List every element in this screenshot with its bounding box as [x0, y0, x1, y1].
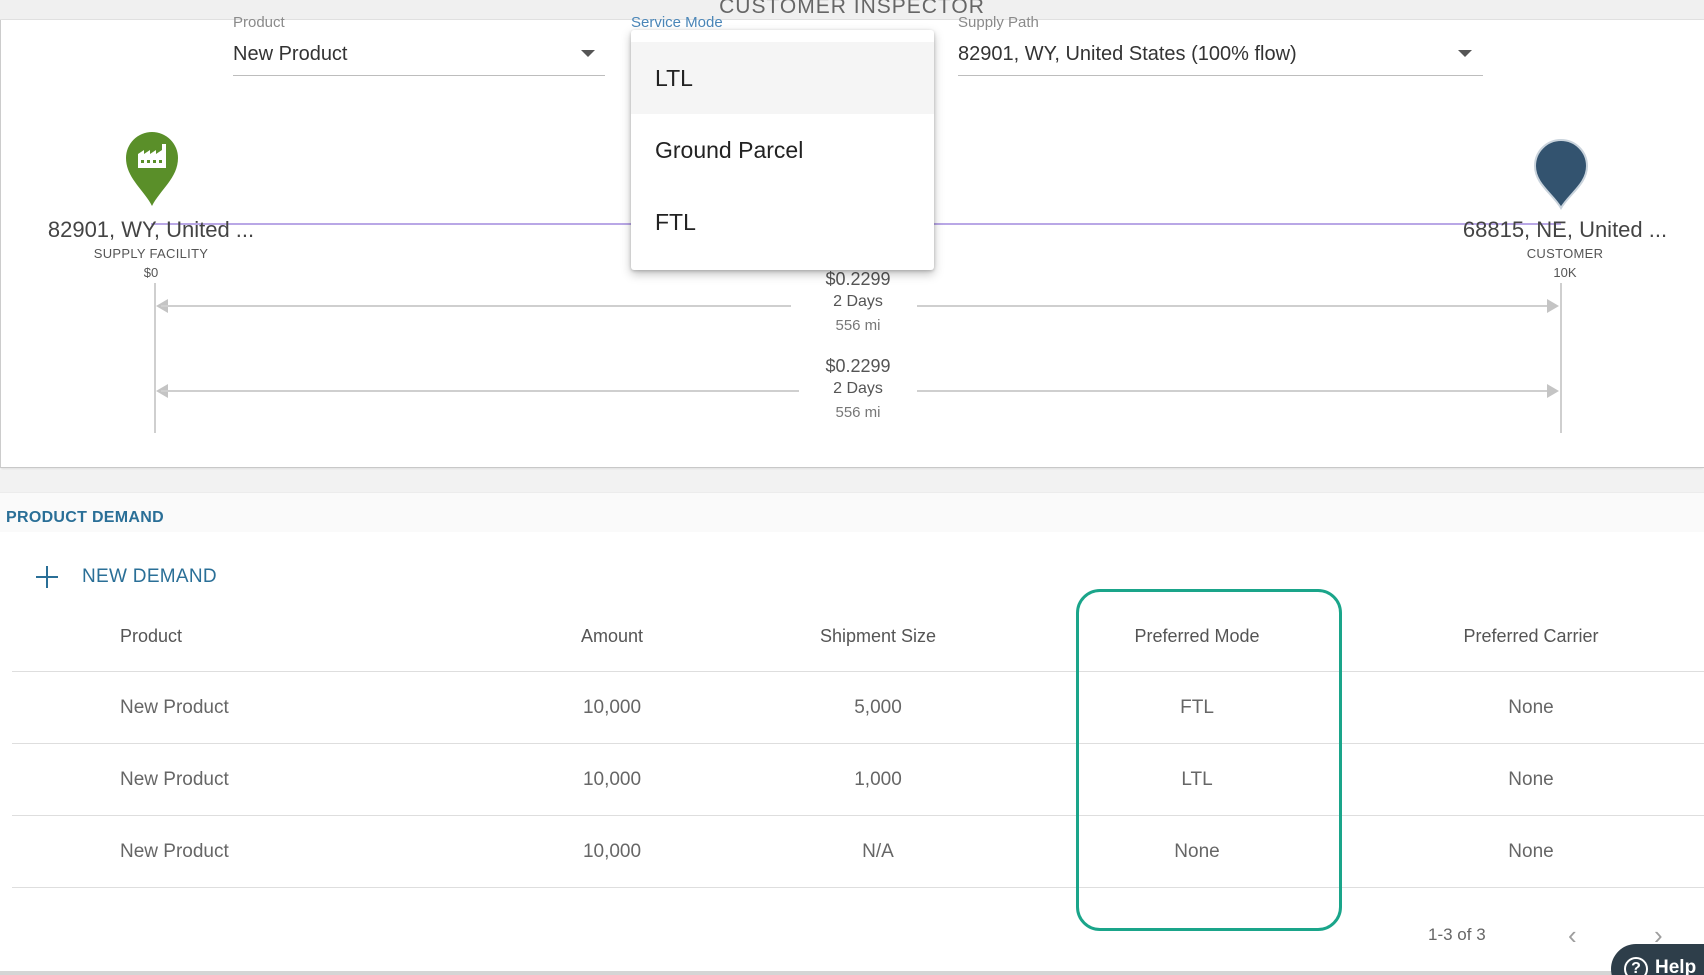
supply-path-select[interactable]: Supply Path 82901, WY, United States (10…: [958, 14, 1483, 80]
menu-item-ftl[interactable]: FTL: [655, 209, 696, 235]
arrow-right-icon: [1547, 299, 1559, 313]
chevron-right-icon[interactable]: ›: [1654, 920, 1663, 950]
new-demand-button[interactable]: NEW DEMAND: [34, 561, 217, 593]
column-header-shipment-size[interactable]: Shipment Size: [819, 626, 937, 646]
table-row[interactable]: New Product 10,000 5,000 FTL None: [12, 672, 1704, 744]
cell-preferred-carrier: None: [1508, 697, 1554, 718]
cell-preferred-carrier: None: [1508, 841, 1554, 862]
column-header-product[interactable]: Product: [120, 626, 183, 646]
cell-shipment-size: 1,000: [854, 769, 902, 790]
supply-path-label: Supply Path: [958, 14, 1039, 31]
origin-cost: $0: [143, 265, 159, 280]
pagination-range: 1-3 of 3: [1428, 925, 1486, 944]
bottom-border: [0, 971, 1704, 975]
column-header-preferred-mode[interactable]: Preferred Mode: [1134, 626, 1260, 646]
origin-name: 82901, WY, United ...: [47, 217, 255, 242]
help-icon: ?: [1624, 957, 1648, 975]
cell-product: New Product: [120, 841, 229, 862]
table-header-row: Product Amount Shipment Size Preferred M…: [12, 600, 1704, 672]
new-demand-label: NEW DEMAND: [82, 566, 217, 587]
plus-icon: [34, 564, 60, 590]
top-bar: [0, 0, 1704, 20]
column-header-amount[interactable]: Amount: [580, 626, 644, 646]
arrow-right-icon: [1547, 384, 1559, 398]
menu-item-ltl[interactable]: LTL: [631, 42, 934, 114]
leg-days: 2 Days: [833, 293, 883, 310]
chevron-down-icon: [581, 50, 595, 57]
product-value: New Product: [233, 43, 348, 65]
page-title: CUSTOMER INSPECTOR: [719, 0, 985, 18]
service-mode-label: Service Mode: [631, 14, 723, 31]
leg-distance: 556 mi: [835, 317, 881, 334]
cell-product: New Product: [120, 769, 229, 790]
table-row[interactable]: New Product 10,000 N/A None None: [12, 816, 1704, 888]
column-header-preferred-carrier[interactable]: Preferred Carrier: [1463, 626, 1599, 646]
menu-item-ground-parcel[interactable]: Ground Parcel: [655, 137, 804, 163]
supply-path-value: 82901, WY, United States (100% flow): [958, 43, 1297, 65]
cell-preferred-carrier: None: [1508, 769, 1554, 790]
leg-distance: 556 mi: [835, 404, 881, 421]
service-mode-menu: LTL Ground Parcel FTL: [631, 30, 934, 270]
product-demand-header: PRODUCT DEMAND: [0, 492, 1704, 532]
leg-days: 2 Days: [833, 380, 883, 397]
help-label: Help: [1655, 957, 1697, 975]
chevron-down-icon: [1458, 50, 1472, 57]
cell-preferred-mode: FTL: [1180, 697, 1214, 718]
cell-amount: 10,000: [582, 769, 642, 790]
destination-demand: 10K: [1553, 265, 1577, 280]
product-label: Product: [233, 14, 285, 31]
cell-amount: 10,000: [582, 841, 642, 862]
leg-cost: $0.2299: [825, 269, 891, 289]
cell-preferred-mode: LTL: [1181, 769, 1213, 790]
table-row[interactable]: New Product 10,000 1,000 LTL None: [12, 744, 1704, 816]
product-select[interactable]: Product New Product: [233, 14, 605, 80]
location-pin-icon[interactable]: [1531, 136, 1591, 216]
origin-type: SUPPLY FACILITY: [93, 246, 209, 261]
section-title: PRODUCT DEMAND: [6, 509, 164, 526]
cell-amount: 10,000: [582, 697, 642, 718]
cell-product: New Product: [120, 697, 229, 718]
cell-preferred-mode: None: [1174, 841, 1220, 862]
cell-shipment-size: N/A: [862, 841, 894, 862]
help-button[interactable]: ? Help: [1611, 944, 1704, 975]
leg-cost: $0.2299: [825, 356, 891, 376]
cell-shipment-size: 5,000: [854, 697, 902, 718]
section-separator: [0, 470, 1704, 492]
destination-type: CUSTOMER: [1526, 246, 1604, 261]
chevron-left-icon[interactable]: ‹: [1568, 920, 1577, 950]
factory-pin-icon[interactable]: [122, 128, 182, 208]
service-mode-select[interactable]: Service Mode: [631, 14, 931, 80]
destination-name: 68815, NE, United ...: [1462, 217, 1668, 242]
